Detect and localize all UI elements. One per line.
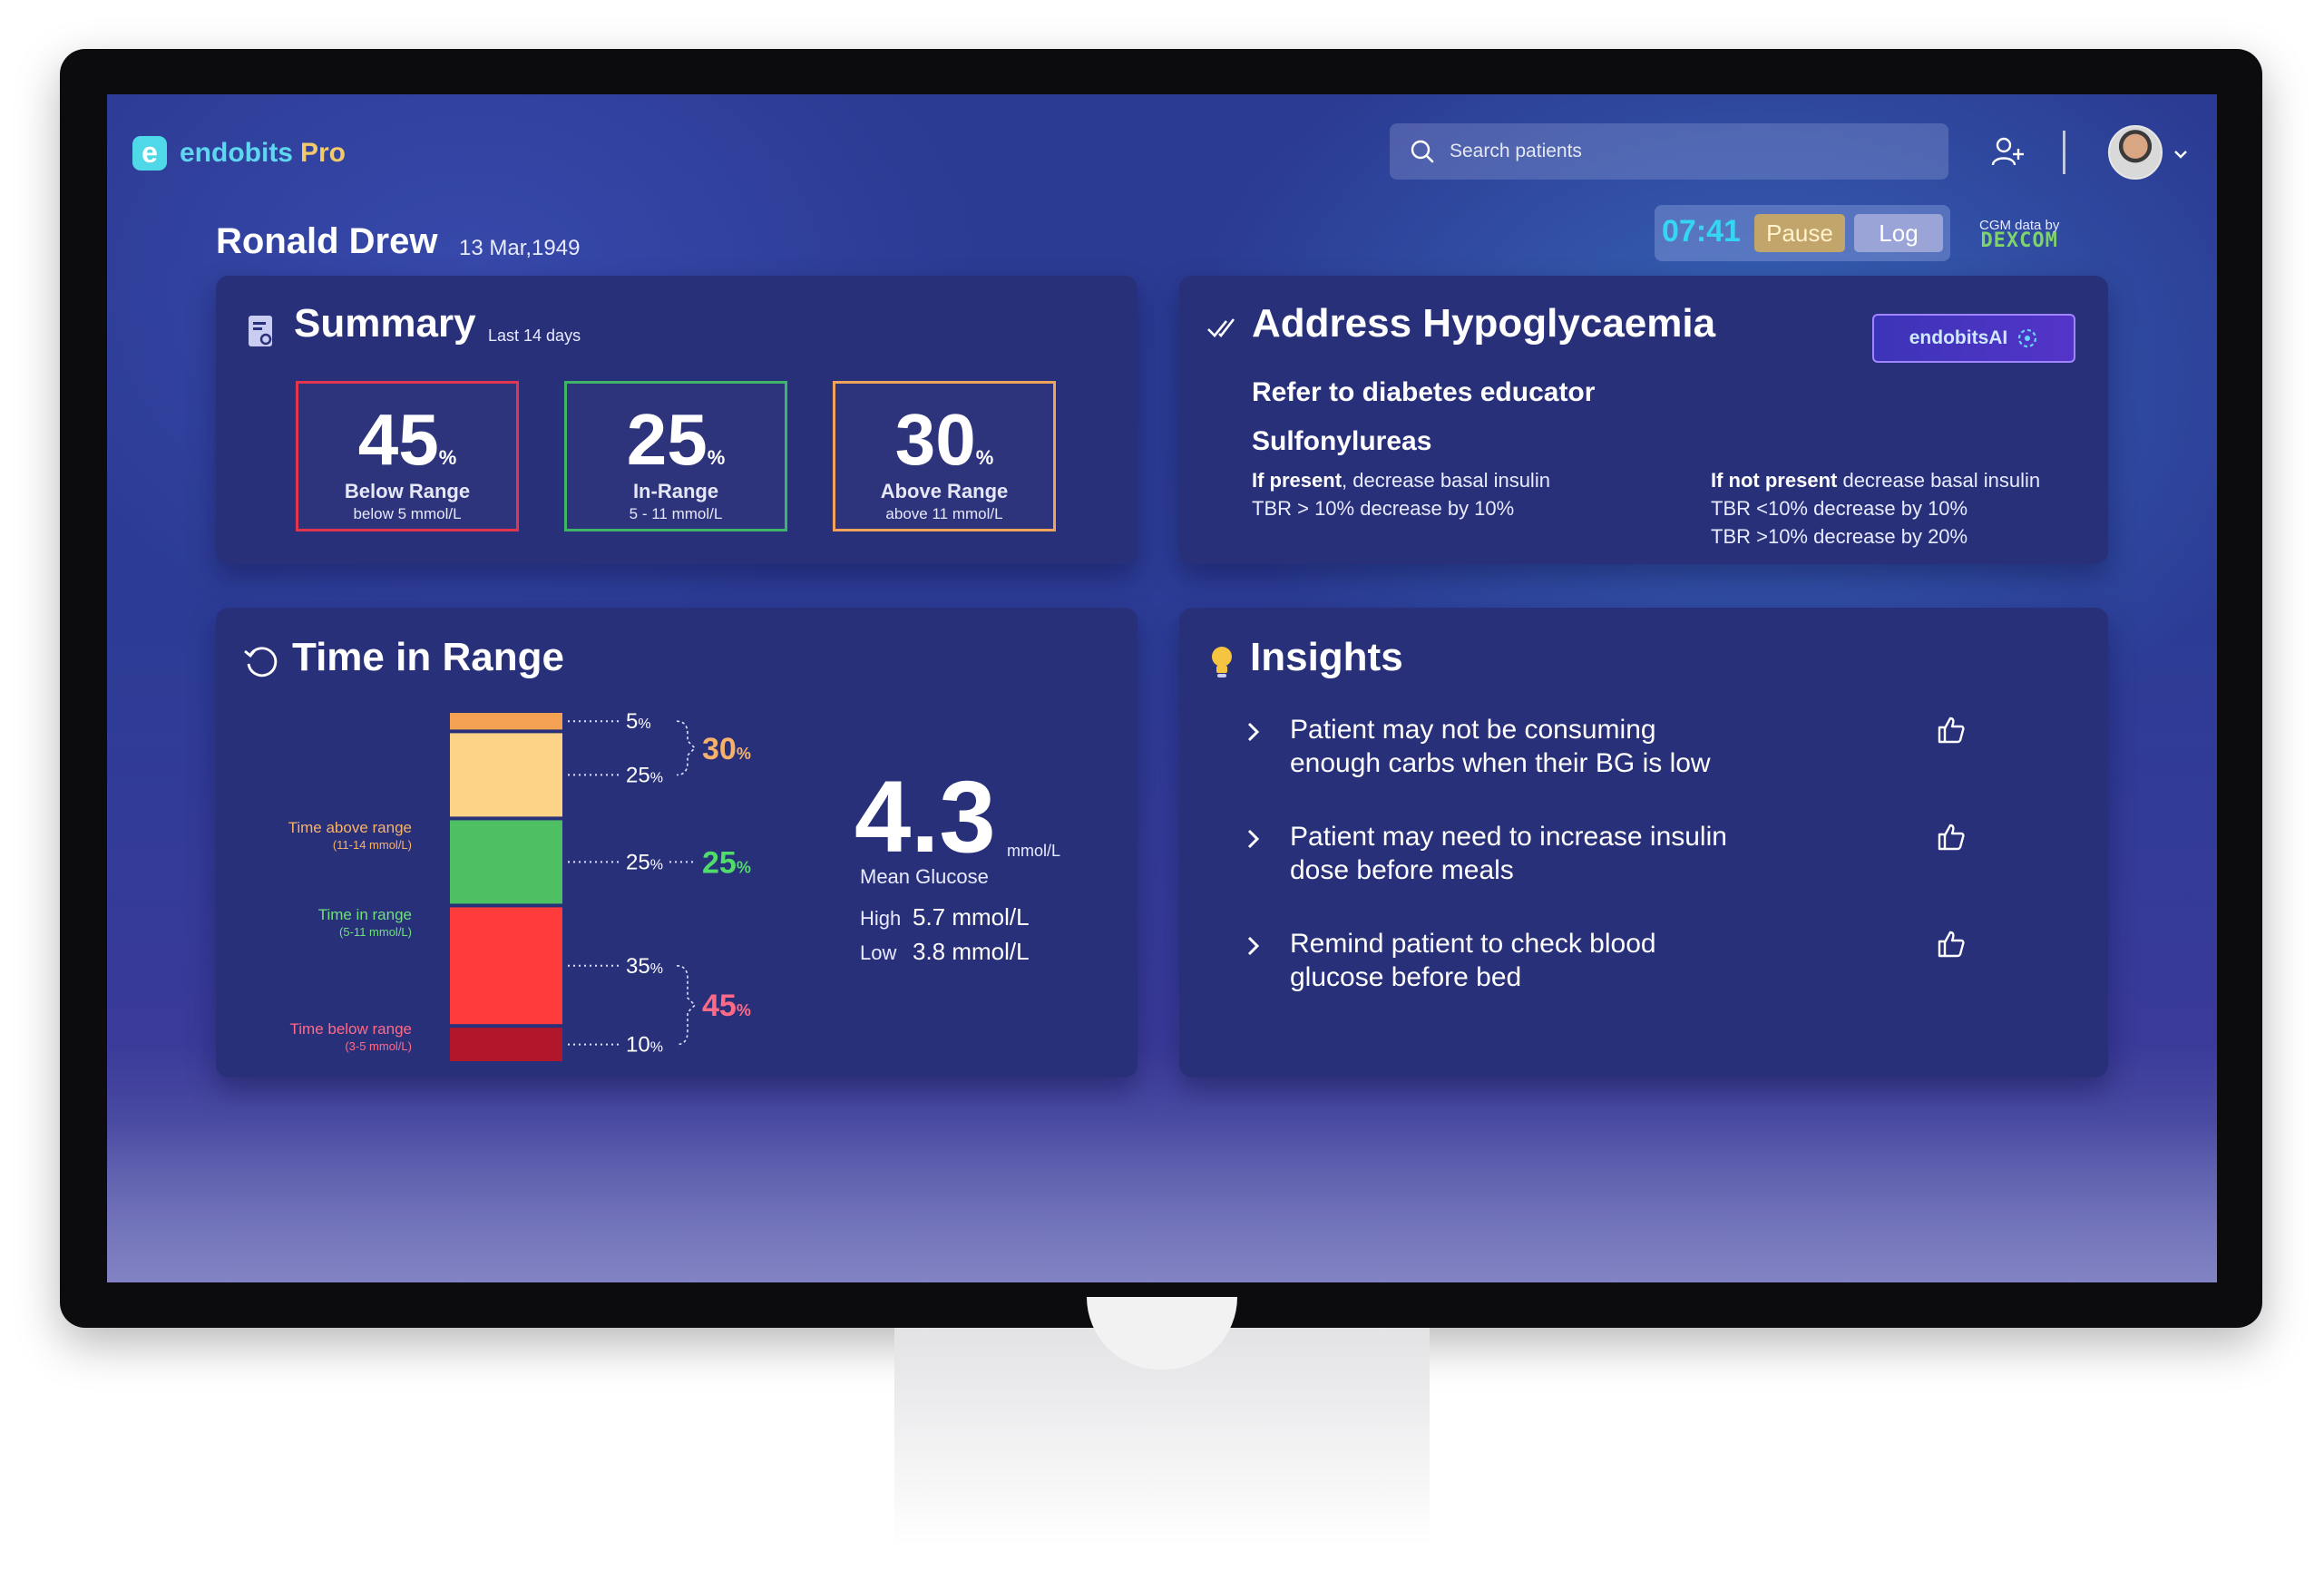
segment-label: 35%: [626, 954, 663, 979]
stat-value: 30: [894, 399, 976, 480]
mean-glucose-label: Mean Glucose: [860, 865, 989, 888]
stat-unit: %: [975, 446, 994, 469]
bar-segment-very-high: [450, 713, 562, 730]
insight-text: Patient may need to increase insulin dose…: [1290, 822, 1727, 885]
insight-item[interactable]: Patient may not be consuming enough carbs…: [1243, 713, 2023, 794]
stat-range: above 11 mmol/L: [885, 505, 1003, 522]
search-input[interactable]: [1448, 140, 1923, 163]
thumbs-up-icon[interactable]: [1936, 715, 1967, 746]
stat-label: Above Range: [880, 480, 1009, 502]
patient-name: Ronald Drew: [216, 221, 438, 261]
logo-pro: Pro: [300, 138, 347, 168]
insights-title: Insights: [1250, 635, 1403, 679]
insights-card: Insights Patient may not be consuming eno…: [1179, 608, 2108, 1077]
summary-title: Summary: [294, 301, 476, 346]
hypo-recommendation: Refer to diabetes educator: [1252, 377, 1596, 407]
pause-button[interactable]: Pause: [1754, 214, 1845, 252]
stat-unit: %: [707, 446, 726, 469]
report-icon: [249, 316, 272, 346]
high-key: High: [860, 907, 902, 930]
bar-segment-low: [450, 907, 562, 1025]
ai-sparkle-icon: [2018, 328, 2037, 348]
stat-value: 25: [626, 399, 708, 480]
patient-dob: 13 Mar,1949: [459, 236, 581, 260]
app-screen: e endobits Pro Ronald Drew 13 Mar,1949 0…: [107, 94, 2217, 1282]
hypo-title: Address Hypoglycaemia: [1252, 301, 1716, 346]
cgm-label: CGM data by: [1979, 218, 2060, 233]
session-controls: 07:41 Pause Log: [1655, 205, 1950, 261]
label-above-range: (11-14 mmol/L): [333, 838, 412, 852]
insight-text: Remind patient to check blood glucose bef…: [1290, 929, 1656, 992]
stat-label: In-Range: [632, 480, 719, 502]
session-timer: 07:41: [1662, 214, 1741, 249]
segment-label: 25%: [626, 763, 663, 787]
hypo-if-present: If present, decrease basal insulin TBR >…: [1252, 469, 1550, 520]
add-user-icon[interactable]: [1990, 134, 2026, 171]
chevron-right-icon[interactable]: [1243, 932, 1265, 960]
label-in: Time in range: [318, 906, 412, 923]
stat-in-range[interactable]: 25% In-Range 5 - 11 mmol/L: [564, 381, 787, 531]
header-divider: [2063, 131, 2065, 174]
summary-period: Last 14 days: [488, 327, 581, 345]
insight-text: Patient may not be consuming enough carbs…: [1290, 715, 1711, 778]
mean-glucose-unit: mmol/L: [1007, 842, 1061, 860]
cgm-source: CGM data by DEXCOM: [1979, 218, 2059, 252]
brace-above: [676, 720, 697, 776]
tir-title: Time in Range: [292, 635, 564, 679]
label-below: Time below range: [290, 1020, 413, 1038]
logo-text: endobits: [180, 138, 293, 168]
app-logo[interactable]: e endobits Pro: [132, 136, 346, 171]
segment-label: 10%: [626, 1033, 663, 1058]
logo-mark: e: [132, 136, 167, 171]
total-above-range: 30%: [702, 732, 751, 766]
chevron-right-icon[interactable]: [1243, 718, 1265, 746]
stat-unit: %: [438, 446, 457, 469]
hypoglycaemia-card: Address Hypoglycaemia endobitsAI Refer t…: [1179, 276, 2108, 564]
low-value: 3.8 mmol/L: [913, 938, 1030, 965]
label-below-range: (3-5 mmol/L): [345, 1039, 412, 1053]
stat-value: 45: [357, 399, 439, 480]
label-in-range: (5-11 mmol/L): [339, 925, 412, 939]
label-above: Time above range: [288, 819, 412, 836]
chevron-right-icon[interactable]: [1243, 825, 1265, 853]
time-in-range-bar-chart: Time above range (11-14 mmol/L) Time in …: [288, 709, 751, 1061]
search-icon: [1411, 140, 1434, 163]
lightbulb-icon: [1212, 647, 1232, 678]
segment-label: 25%: [626, 850, 663, 874]
avatar[interactable]: [2108, 125, 2163, 180]
summary-card: Summary Last 14 days 45% Below Range bel…: [216, 276, 1138, 564]
low-key: Low: [860, 941, 897, 964]
total-below-range: 45%: [702, 989, 751, 1023]
high-value: 5.7 mmol/L: [913, 903, 1030, 931]
stat-range: 5 - 11 mmol/L: [629, 505, 723, 522]
segment-label: 5%: [626, 709, 651, 734]
hypo-drug: Sulfonylureas: [1252, 426, 1432, 456]
time-in-range-card: Time in Range Time above range (11-14 mm…: [216, 608, 1138, 1077]
mean-glucose-value: 4.3: [854, 760, 996, 873]
bar-segment-in-range: [450, 820, 562, 904]
stat-label: Below Range: [344, 480, 471, 502]
bar-segment-very-low: [450, 1028, 562, 1061]
log-button[interactable]: Log: [1854, 214, 1943, 252]
brace-below: [676, 965, 697, 1046]
stat-range: below 5 mmol/L: [353, 505, 462, 522]
stat-above-range[interactable]: 30% Above Range above 11 mmol/L: [833, 381, 1056, 531]
dexcom-logo: DEXCOM: [1980, 229, 2058, 252]
insight-item[interactable]: Patient may need to increase insulin dose…: [1243, 820, 2023, 902]
history-icon: [244, 647, 278, 678]
total-in-range: 25%: [702, 845, 751, 880]
thumbs-up-icon[interactable]: [1936, 929, 1967, 960]
double-check-icon: [1207, 318, 1235, 337]
hypo-if-not-present: If not present decrease basal insulin TB…: [1711, 469, 2041, 548]
insight-item[interactable]: Remind patient to check blood glucose bef…: [1243, 927, 2023, 1009]
endobits-ai-button[interactable]: endobitsAI: [1872, 314, 2075, 363]
stat-below-range[interactable]: 45% Below Range below 5 mmol/L: [296, 381, 519, 531]
chevron-down-icon[interactable]: [2172, 145, 2190, 163]
search-bar[interactable]: [1390, 123, 1948, 180]
thumbs-up-icon[interactable]: [1936, 822, 1967, 853]
bar-segment-high: [450, 733, 562, 817]
ai-label: endobitsAI: [1909, 327, 2008, 348]
